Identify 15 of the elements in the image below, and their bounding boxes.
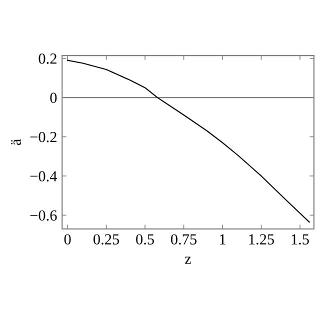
y-tick-label: −0.2 <box>30 132 56 142</box>
x-axis-title: z <box>185 256 191 264</box>
x-tick-label: 0.5 <box>136 234 154 245</box>
x-tick-label: 0.75 <box>170 234 197 245</box>
x-tick-label: 1.5 <box>292 234 309 245</box>
x-tick-label: 0.25 <box>94 234 120 245</box>
y-tick-label: −0.6 <box>30 210 57 221</box>
y-tick-label: 0 <box>50 92 57 103</box>
x-tick-label: 1 <box>220 234 226 244</box>
line-series <box>67 60 310 223</box>
y-tick-label: −0.4 <box>30 171 58 182</box>
x-tick-label: 1.25 <box>249 234 274 245</box>
y-tick-label: 0.2 <box>38 53 56 64</box>
y-axis-title: ä <box>11 139 21 146</box>
x-tick-label: 0 <box>64 234 71 245</box>
